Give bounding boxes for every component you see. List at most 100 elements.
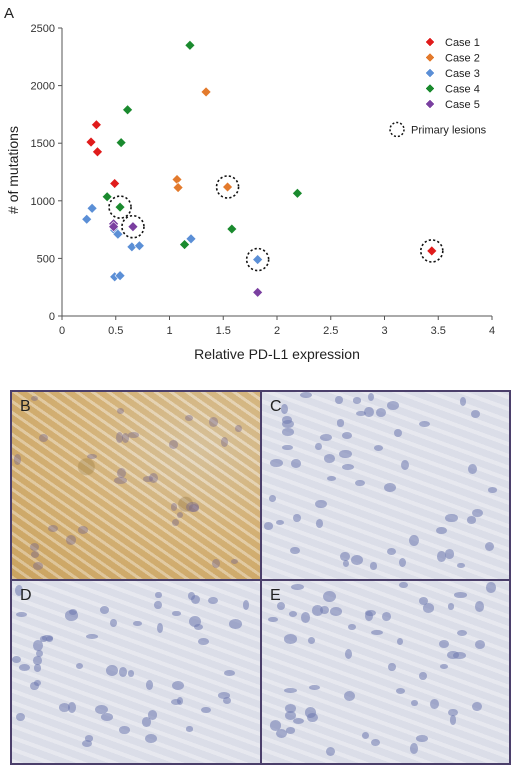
legend-label-case-1: Case 1 bbox=[445, 37, 480, 49]
cell-nucleus bbox=[85, 633, 99, 639]
cell-nucleus bbox=[230, 558, 239, 565]
cell-nucleus bbox=[42, 635, 54, 641]
cell-nucleus bbox=[65, 610, 79, 621]
primary-lesion-circle bbox=[419, 239, 444, 263]
cell-nucleus bbox=[38, 433, 49, 443]
panel-label-c: C bbox=[270, 398, 282, 415]
micrograph-b: B bbox=[12, 392, 260, 579]
cell-nucleus bbox=[65, 534, 77, 546]
cell-nucleus bbox=[115, 432, 124, 443]
cell-nucleus bbox=[116, 407, 124, 414]
primary-lesion-circle bbox=[215, 175, 240, 199]
cell-nucleus bbox=[269, 720, 281, 732]
cell-nucleus bbox=[32, 640, 43, 651]
cell-nucleus bbox=[312, 605, 323, 616]
cell-nucleus bbox=[411, 699, 418, 707]
cell-nucleus bbox=[326, 476, 337, 482]
y-axis-ticks: 0 500 1000 1500 2000 2500 bbox=[31, 23, 62, 323]
data-point-case-1 bbox=[85, 136, 97, 148]
cell-nucleus bbox=[217, 692, 231, 700]
cell-nucleus bbox=[148, 472, 159, 483]
cell-nucleus bbox=[371, 738, 381, 747]
cell-nucleus bbox=[467, 463, 477, 475]
cell-nucleus bbox=[275, 728, 287, 739]
cell-nucleus bbox=[285, 711, 296, 720]
data-point-case-3 bbox=[112, 228, 124, 240]
cell-nucleus bbox=[293, 717, 305, 724]
y-tick-label: 2000 bbox=[31, 81, 55, 93]
cell-nucleus bbox=[114, 477, 127, 485]
cell-nucleus bbox=[448, 708, 458, 717]
legend: Case 1 Case 2 Case 3 Case 4 Case 5 Primary le… bbox=[389, 37, 487, 138]
x-tick-label: 0.5 bbox=[108, 325, 123, 337]
legend-marker-case-3 bbox=[425, 68, 435, 78]
cell-nucleus bbox=[263, 522, 274, 530]
legend-marker-case-5 bbox=[425, 99, 435, 109]
cell-nucleus bbox=[285, 727, 296, 734]
legend-marker-primary-lesions bbox=[389, 121, 405, 138]
cell-nucleus bbox=[485, 542, 495, 552]
cell-nucleus bbox=[341, 463, 354, 470]
cell-nucleus bbox=[344, 691, 356, 702]
legend-label-case-3: Case 3 bbox=[445, 68, 480, 80]
cell-nucleus bbox=[472, 701, 483, 712]
cell-nucleus bbox=[133, 620, 142, 627]
cell-nucleus bbox=[319, 605, 329, 615]
cell-nucleus bbox=[445, 513, 458, 523]
cell-nucleus bbox=[364, 610, 373, 622]
primary-lesion-circle bbox=[245, 247, 270, 272]
cell-nucleus bbox=[342, 431, 352, 439]
cell-nucleus bbox=[186, 502, 199, 513]
y-tick-label: 500 bbox=[37, 253, 55, 265]
cell-nucleus bbox=[128, 432, 139, 438]
cell-nucleus bbox=[243, 600, 250, 610]
cell-nucleus bbox=[145, 679, 153, 690]
cell-nucleus bbox=[466, 516, 477, 524]
cell-nucleus bbox=[190, 595, 200, 605]
cell-nucleus bbox=[284, 687, 298, 693]
cell-nucleus bbox=[348, 623, 356, 631]
cell-nucleus bbox=[396, 688, 406, 695]
scatter-chart: A 0 500 1000 1500 2000 2500 0 0.5 1 1.5 2 2.5 3 3.5 4… bbox=[4, 5, 495, 362]
data-point-case-4 bbox=[101, 191, 113, 203]
cell-nucleus bbox=[109, 618, 117, 627]
cell-nucleus bbox=[384, 482, 397, 493]
cell-nucleus bbox=[284, 634, 297, 644]
cell-nucleus bbox=[440, 663, 448, 669]
data-point-case-4 bbox=[292, 187, 303, 199]
cell-nucleus bbox=[228, 619, 242, 630]
data-point-case-3 bbox=[81, 213, 93, 225]
cell-nucleus bbox=[316, 519, 324, 529]
cell-nucleus bbox=[419, 421, 430, 427]
cell-nucleus bbox=[374, 445, 384, 452]
cell-nucleus bbox=[168, 440, 178, 449]
primary-lesion-circle bbox=[108, 195, 132, 219]
data-point-case-4 bbox=[179, 239, 190, 251]
x-tick-label: 1.5 bbox=[216, 325, 231, 337]
cell-nucleus bbox=[376, 408, 387, 417]
legend-label-case-5: Case 5 bbox=[445, 99, 480, 111]
cell-nucleus bbox=[172, 680, 184, 691]
cell-nucleus bbox=[234, 424, 242, 433]
cell-nucleus bbox=[387, 547, 397, 556]
cell-nucleus bbox=[95, 704, 108, 714]
data-point-case-5 bbox=[252, 286, 264, 298]
cell-nucleus bbox=[487, 487, 497, 493]
cell-nucleus bbox=[325, 746, 335, 756]
cell-nucleus bbox=[352, 397, 362, 404]
cell-nucleus bbox=[186, 726, 193, 732]
data-point-case-2 bbox=[222, 181, 233, 193]
cell-nucleus bbox=[289, 611, 298, 617]
cell-nucleus bbox=[370, 562, 377, 570]
cell-nucleus bbox=[453, 592, 467, 598]
cell-nucleus bbox=[398, 557, 406, 568]
cell-nucleus bbox=[474, 639, 486, 649]
cell-nucleus bbox=[430, 699, 440, 710]
cell-nucleus bbox=[472, 508, 484, 517]
cell-nucleus bbox=[188, 504, 200, 512]
cell-nucleus bbox=[277, 601, 286, 610]
cell-nucleus bbox=[171, 518, 180, 527]
cell-nucleus bbox=[474, 600, 484, 612]
cell-nucleus bbox=[84, 735, 94, 742]
cell-nucleus bbox=[35, 650, 43, 658]
